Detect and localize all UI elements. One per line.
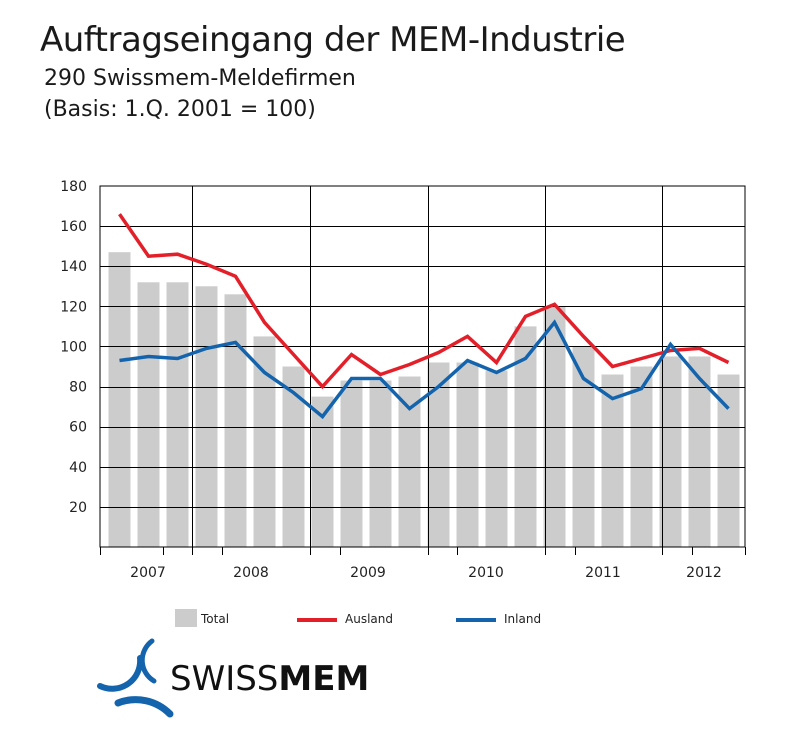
y-tick-label: 180 xyxy=(60,179,87,195)
bar-total xyxy=(224,294,247,547)
plot-frame xyxy=(99,185,746,548)
series-line-inland xyxy=(119,319,730,420)
bar-total xyxy=(630,366,653,547)
logo-arc-mid-icon xyxy=(97,655,144,692)
y-tick-label: 60 xyxy=(69,420,87,436)
bar-total xyxy=(717,374,740,547)
legend-label-inland: Inland xyxy=(504,612,541,626)
bar-total xyxy=(514,326,537,547)
logo-text-bold: MEM xyxy=(278,659,369,699)
series-line-ausland xyxy=(118,213,730,390)
logo-wordmark: SWISSMEM xyxy=(170,659,369,699)
bar-total xyxy=(340,380,363,547)
x-tick-label: 2012 xyxy=(686,565,722,581)
bar-total xyxy=(485,370,508,547)
bar-total xyxy=(543,306,566,547)
bar-total xyxy=(659,356,682,547)
x-tick-label: 2010 xyxy=(468,565,504,581)
y-tick-label: 100 xyxy=(60,339,87,355)
legend-label-ausland: Ausland xyxy=(345,612,393,626)
bar-total xyxy=(282,366,305,547)
y-tick-label: 80 xyxy=(69,380,87,396)
x-tick-label: 2007 xyxy=(130,565,166,581)
bars-group xyxy=(108,252,740,547)
y-tick-label: 40 xyxy=(69,460,87,476)
y-tick-label: 120 xyxy=(60,299,87,315)
bar-total xyxy=(688,356,711,547)
x-tick-label: 2008 xyxy=(233,565,269,581)
legend-label-total: Total xyxy=(200,612,229,626)
y-tick-label: 20 xyxy=(69,500,87,516)
legend-swatch-total xyxy=(175,609,197,627)
legend: Total Ausland Inland xyxy=(175,609,541,627)
bar-total xyxy=(456,362,479,547)
logo-text-light: SWISS xyxy=(170,659,278,699)
y-tick-labels: 20 40 60 80 100 120 140 160 180 xyxy=(60,179,87,516)
x-tick-label: 2011 xyxy=(585,565,621,581)
bar-total xyxy=(398,376,421,547)
y-tick-label: 140 xyxy=(60,259,87,275)
logo-arc-large-icon xyxy=(114,696,174,718)
bar-total xyxy=(253,336,276,547)
chart-basis-note: (Basis: 1.Q. 2001 = 100) xyxy=(44,97,316,122)
chart-subtitle: 290 Swissmem-Meldefirmen xyxy=(44,66,356,91)
bar-total xyxy=(166,282,189,547)
x-tick-labels: 2007 2008 2009 2010 2011 2012 xyxy=(130,565,722,581)
bar-total xyxy=(311,396,334,547)
bar-total xyxy=(427,362,450,547)
logo-arc-small-icon xyxy=(139,638,157,684)
grid-group xyxy=(99,185,746,555)
x-tick-label: 2009 xyxy=(350,565,386,581)
bar-total xyxy=(137,282,160,547)
bar-total xyxy=(369,380,392,547)
bar-total xyxy=(601,374,624,547)
bar-total xyxy=(108,252,131,547)
chart-title: Auftragseingang der MEM-Industrie xyxy=(40,20,626,60)
lines-group xyxy=(118,213,730,420)
y-tick-label: 160 xyxy=(60,219,87,235)
bar-total xyxy=(572,346,595,547)
swissmem-logo: SWISSMEM xyxy=(97,638,369,718)
